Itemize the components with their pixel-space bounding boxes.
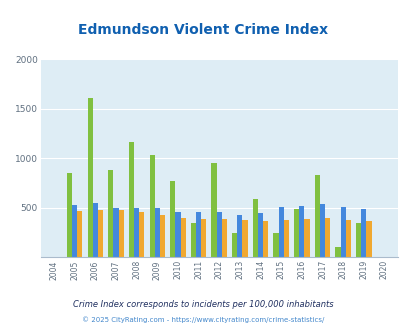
Bar [273,233,278,257]
Bar [262,221,268,257]
Text: Edmundson Violent Crime Index: Edmundson Violent Crime Index [78,23,327,37]
Bar [232,233,237,257]
Bar [283,220,288,257]
Bar [160,215,164,257]
Bar [355,223,360,257]
Bar [134,208,139,257]
Bar [118,210,124,257]
Bar [87,98,92,257]
Bar [345,220,350,257]
Bar [216,212,221,257]
Bar [139,212,144,257]
Bar [340,208,345,257]
Bar [170,181,175,257]
Bar [242,220,247,257]
Bar [314,175,319,257]
Bar [175,212,180,257]
Bar [128,142,134,257]
Bar [324,218,329,257]
Bar [319,204,324,257]
Bar [278,208,283,257]
Bar [72,205,77,257]
Bar [149,155,154,257]
Bar [365,221,371,257]
Text: Crime Index corresponds to incidents per 100,000 inhabitants: Crime Index corresponds to incidents per… [72,300,333,309]
Bar [252,199,257,257]
Bar [221,219,226,257]
Bar [92,203,98,257]
Bar [298,206,304,257]
Bar [200,219,206,257]
Bar [108,170,113,257]
Bar [335,247,340,257]
Bar [293,209,298,257]
Bar [190,223,196,257]
Bar [154,208,160,257]
Text: © 2025 CityRating.com - https://www.cityrating.com/crime-statistics/: © 2025 CityRating.com - https://www.city… [82,316,323,323]
Bar [113,208,118,257]
Bar [360,209,365,257]
Bar [257,213,262,257]
Bar [77,211,82,257]
Bar [304,219,309,257]
Bar [98,210,103,257]
Bar [211,163,216,257]
Bar [196,212,200,257]
Bar [237,215,242,257]
Bar [67,173,72,257]
Bar [180,218,185,257]
